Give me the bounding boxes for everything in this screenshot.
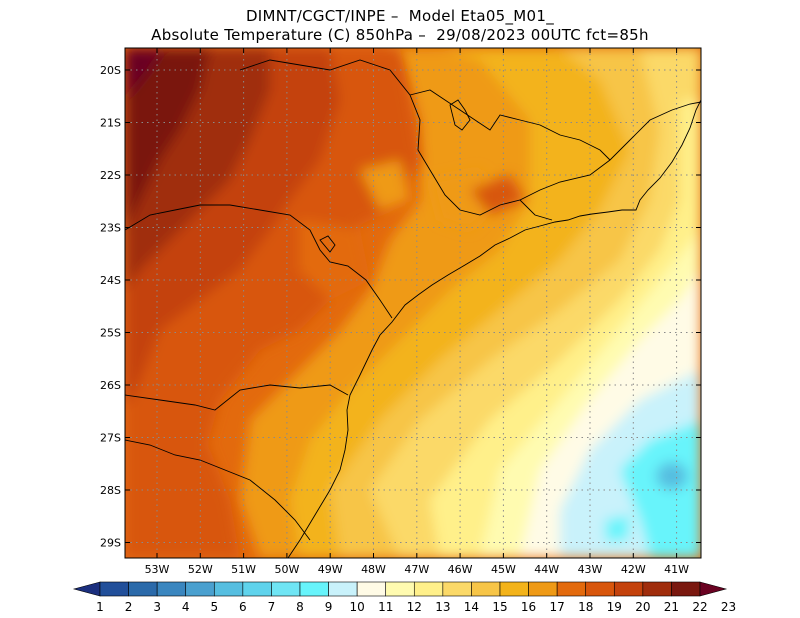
colorbar-swatch (613, 581, 644, 597)
lat-axis: 20S 21S 22S 23S 24S 25S 26S 27S 28S 29S (100, 64, 701, 550)
border-mg-rj (519, 101, 701, 201)
colorbar-label: 5 (210, 600, 218, 614)
colorbar-swatch (185, 581, 215, 597)
lat-label: 28S (100, 484, 121, 497)
chart-title-line-1: DIMNT/CGCT/INPE – Model Eta05_M01_ (245, 7, 555, 25)
field-dark-red (125, 48, 210, 230)
lon-label: 49W (318, 563, 343, 576)
colorbar: 1 2 3 4 5 6 7 8 9 10 11 12 13 14 15 16 17 18 19 20 21 22 23 (72, 581, 736, 614)
plot-frame (124, 47, 702, 559)
colorbar-swatch (499, 581, 529, 597)
lat-label: 23S (100, 222, 121, 235)
lat-label: 20S (100, 64, 121, 77)
colorbar-label: 2 (125, 600, 133, 614)
colorbar-label: 11 (378, 600, 393, 614)
colorbar-label: 3 (153, 600, 161, 614)
colorbar-label: 4 (182, 600, 190, 614)
colorbar-swatch (413, 581, 444, 597)
border-pr-sc (125, 384, 349, 411)
colorbar-label: 7 (268, 600, 276, 614)
field-patch-2 (430, 170, 500, 230)
border-ms-pr (125, 204, 230, 231)
colorbar-swatch (271, 581, 301, 597)
colorbar-swatch (328, 581, 358, 597)
colorbar-label: 19 (607, 600, 622, 614)
colorbar-label: 21 (664, 600, 679, 614)
colorbar-label: 23 (721, 600, 736, 614)
field-cyan (620, 420, 701, 558)
field-patch-3 (360, 160, 410, 210)
reservoir-2 (319, 235, 336, 253)
colorbar-label: 15 (492, 600, 507, 614)
map-gridlines (125, 48, 701, 558)
lon-label: 45W (491, 563, 516, 576)
map-boundaries (125, 59, 701, 558)
colorbar-label: 1 (96, 600, 104, 614)
coastline (287, 99, 701, 558)
colorbar-swatch (642, 581, 672, 597)
field-teal-spot (656, 462, 688, 490)
border-mg-sp (239, 59, 553, 221)
colorbar-label: 17 (550, 600, 565, 614)
colorbar-swatch (156, 581, 187, 597)
lon-label: 52W (188, 563, 213, 576)
reservoir-1 (449, 99, 471, 131)
colorbar-swatch (242, 581, 272, 597)
temperature-field (125, 48, 701, 558)
colorbar-label: 16 (521, 600, 536, 614)
border-mg-north (409, 89, 611, 161)
lon-label: 43W (578, 563, 603, 576)
lon-label: 42W (621, 563, 646, 576)
lon-label: 47W (404, 563, 429, 576)
colorbar-label: 18 (578, 600, 593, 614)
colorbar-arrow-right (699, 581, 728, 597)
lat-label: 22S (100, 169, 121, 182)
lon-axis: 53W 52W 51W 50W 49W 48W 47W 46W 45W 44W 43W 42W 41W (145, 48, 689, 576)
colorbar-label: 12 (407, 600, 422, 614)
field-cyan-patch (605, 515, 630, 542)
colorbar-swatch (356, 581, 387, 597)
lon-label: 50W (274, 563, 299, 576)
chart-title-line-2: Absolute Temperature (C) 850hPa – 29/08/… (151, 26, 649, 44)
lon-label: 46W (448, 563, 473, 576)
lat-label: 21S (100, 117, 121, 130)
lon-label: 51W (231, 563, 256, 576)
field-deep-maroon (125, 48, 165, 100)
colorbar-swatch (528, 581, 558, 597)
colorbar-swatch (471, 581, 501, 597)
colorbar-arrow-left (72, 581, 101, 597)
lat-label: 24S (100, 274, 121, 287)
colorbar-swatch (671, 581, 701, 597)
lon-label: 53W (145, 563, 170, 576)
lat-label: 26S (100, 379, 121, 392)
field-sw-lobe (125, 400, 240, 558)
colorbar-label: 20 (635, 600, 650, 614)
colorbar-swatch (556, 581, 587, 597)
colorbar-swatch (128, 581, 158, 597)
lon-label: 44W (534, 563, 559, 576)
colorbar-swatch (442, 581, 472, 597)
colorbar-swatch (213, 581, 244, 597)
colorbar-label: 9 (325, 600, 333, 614)
lon-label: 48W (361, 563, 386, 576)
colorbar-label: 10 (350, 600, 365, 614)
colorbar-label: 8 (296, 600, 304, 614)
lat-label: 29S (100, 537, 121, 550)
lat-label: 27S (100, 432, 121, 445)
colorbar-label: 22 (692, 600, 707, 614)
border-sp-pr (229, 204, 393, 319)
border-sc-rs (125, 439, 311, 541)
colorbar-swatch (99, 581, 129, 597)
colorbar-swatch (385, 581, 415, 597)
field-patch-4 (470, 175, 525, 215)
colorbar-label: 14 (464, 600, 479, 614)
lat-label: 25S (100, 327, 121, 340)
colorbar-swatch (299, 581, 329, 597)
lon-label: 41W (664, 563, 689, 576)
colorbar-label: 6 (239, 600, 247, 614)
colorbar-swatch (585, 581, 615, 597)
colorbar-label: 13 (435, 600, 450, 614)
